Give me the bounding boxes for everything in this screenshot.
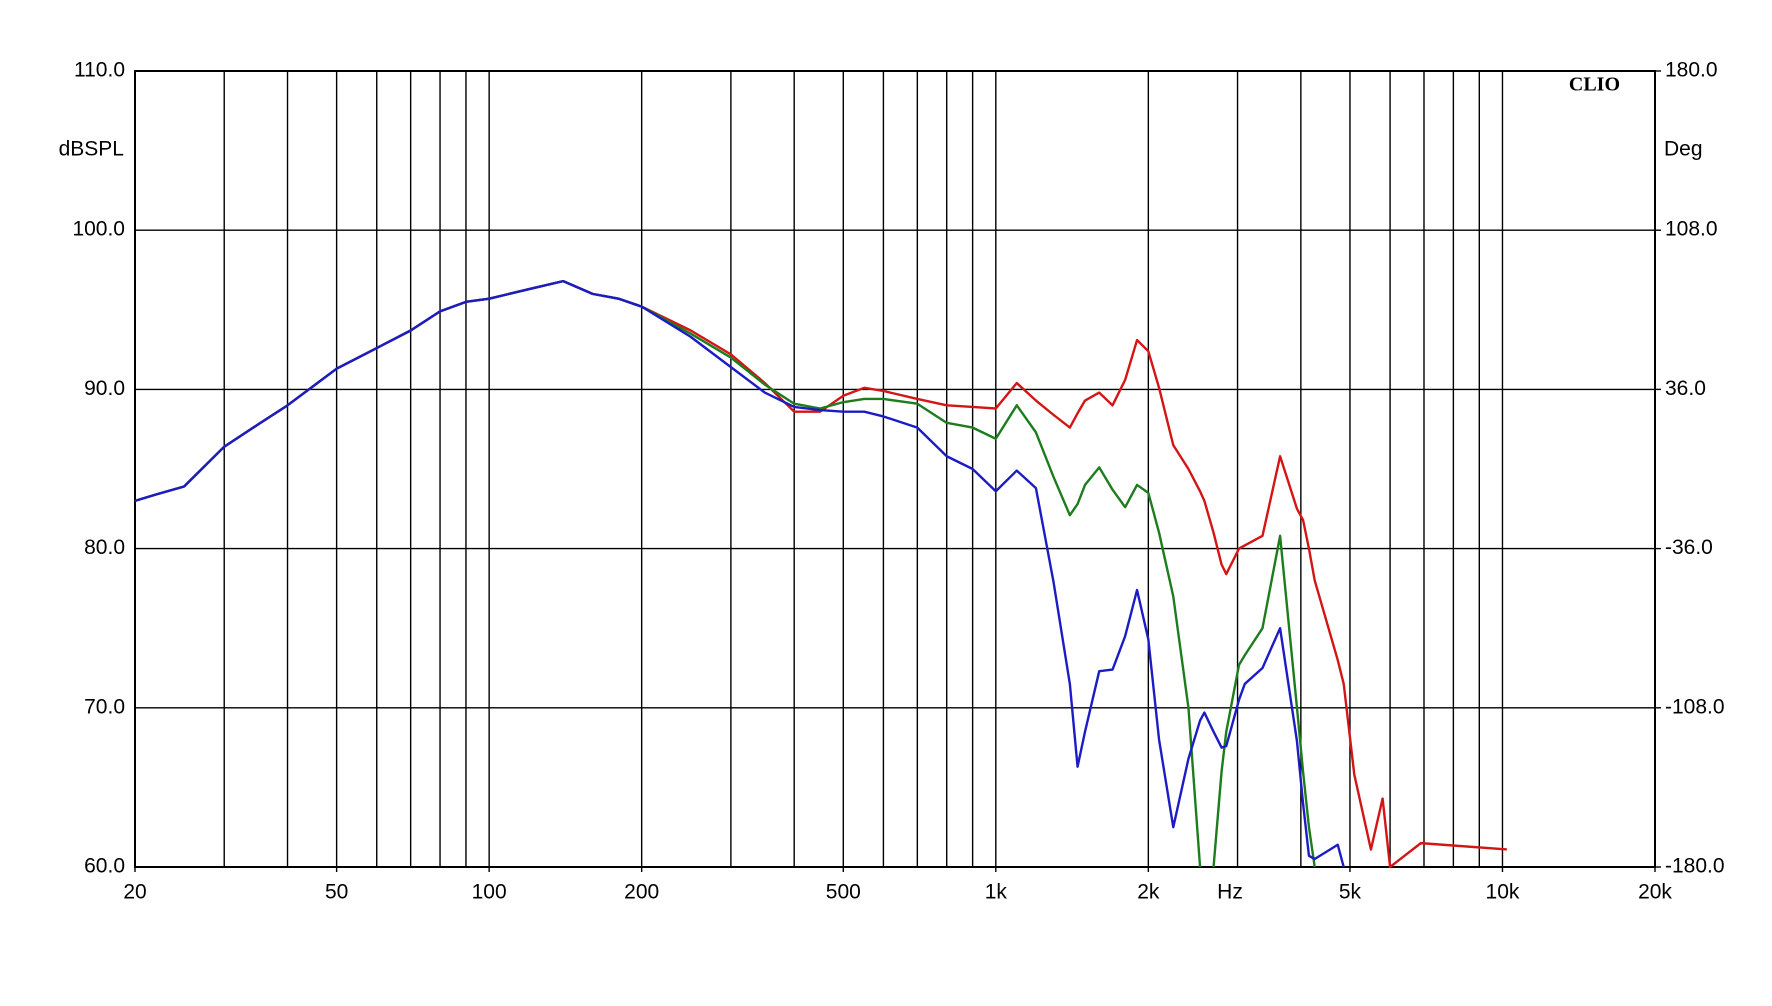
- x-tick-label: 20k: [1638, 881, 1672, 904]
- x-tick-label: 50: [325, 881, 348, 904]
- y-tick-label: 110.0: [74, 59, 125, 82]
- y-tick-label: 70.0: [84, 695, 125, 718]
- y-tick-label: 100.0: [72, 218, 125, 241]
- y2-tick-label: 108.0: [1665, 218, 1718, 241]
- series-line: [134, 279, 1345, 868]
- x-axis-label: Hz: [1217, 881, 1243, 904]
- x-tick-label: 200: [624, 881, 659, 904]
- x-tick-label: 20: [123, 881, 146, 904]
- y2-tick-label: -36.0: [1665, 536, 1713, 559]
- y-tick-label: 80.0: [84, 536, 125, 559]
- x-tick-label: 100: [472, 881, 507, 904]
- x-tick-label: 500: [826, 881, 861, 904]
- x-tick-label: 1k: [985, 881, 1008, 904]
- x-tick-label: 10k: [1486, 881, 1520, 904]
- y2-tick-label: 36.0: [1665, 377, 1706, 400]
- x-tick-label: 2k: [1137, 881, 1160, 904]
- y2-axis-label: Deg: [1664, 138, 1703, 161]
- y-tick-label: 90.0: [84, 377, 125, 400]
- y2-tick-label: -108.0: [1665, 695, 1725, 718]
- x-tick-label: 5k: [1339, 881, 1362, 904]
- y2-tick-label: 180.0: [1665, 59, 1718, 82]
- y2-tick-label: -180.0: [1665, 855, 1725, 878]
- annotation: CLIO: [1569, 74, 1620, 96]
- y-axis-label: dBSPL: [59, 138, 124, 161]
- y-tick-label: 60.0: [84, 855, 125, 878]
- plot-frame: [134, 70, 1656, 868]
